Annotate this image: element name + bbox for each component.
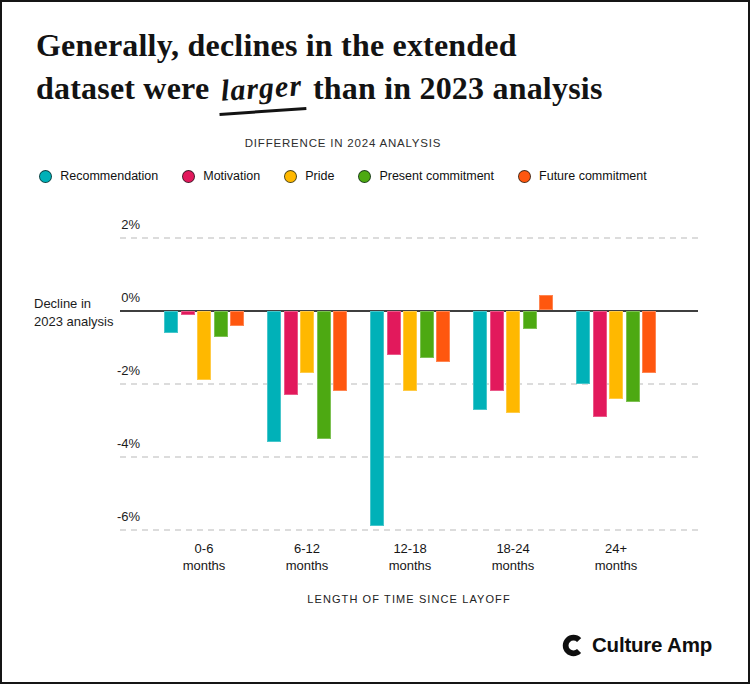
- x-label-unit: months: [159, 557, 249, 574]
- recommendation-bar-6-12-months: [267, 311, 281, 442]
- motivation-bar-0-6-months: [181, 311, 195, 315]
- x-category-label: 18-24months: [468, 540, 558, 574]
- present-commitment-bar-0-6-months: [214, 311, 228, 337]
- future-commitment-bar-18-24-months: [539, 295, 553, 310]
- future-commitment-bar-6-12-months: [333, 311, 347, 391]
- x-label-range: 0-6: [159, 540, 249, 557]
- gridline-2%: [120, 237, 698, 239]
- motivation-bar-12-18-months: [387, 311, 401, 355]
- x-label-range: 24+: [571, 540, 661, 557]
- brand-name: Culture Amp: [592, 633, 712, 657]
- x-axis-title: LENGTH OF TIME SINCE LAYOFF: [120, 593, 698, 605]
- x-category-label: 6-12months: [262, 540, 352, 574]
- x-label-range: 18-24: [468, 540, 558, 557]
- motivation-bar-6-12-months: [284, 311, 298, 395]
- present-commitment-bar-24-months: [626, 311, 640, 402]
- future-commitment-bar-0-6-months: [230, 311, 244, 326]
- gridline--6%: [120, 529, 698, 531]
- motivation-bar-24-months: [593, 311, 607, 417]
- y-tick-label: 0%: [60, 290, 140, 305]
- motivation-bar-18-24-months: [490, 311, 504, 391]
- gridline--4%: [120, 456, 698, 458]
- pride-bar-12-18-months: [403, 311, 417, 391]
- present-commitment-bar-6-12-months: [317, 311, 331, 439]
- y-tick-label: -4%: [60, 436, 140, 451]
- x-category-label: 12-18months: [365, 540, 455, 574]
- pride-bar-24-months: [609, 311, 623, 399]
- x-label-unit: months: [571, 557, 661, 574]
- x-label-range: 6-12: [262, 540, 352, 557]
- future-commitment-bar-24-months: [642, 311, 656, 373]
- x-category-label: 24+months: [571, 540, 661, 574]
- y-tick-label: -6%: [60, 509, 140, 524]
- y-tick-label: 2%: [60, 217, 140, 232]
- y-tick-label: -2%: [60, 363, 140, 378]
- infographic-page: Generally, declines in the extended data…: [0, 0, 750, 684]
- bar-chart: Decline in 2023 analysis LENGTH OF TIME …: [2, 2, 750, 684]
- recommendation-bar-0-6-months: [164, 311, 178, 333]
- pride-bar-0-6-months: [197, 311, 211, 380]
- present-commitment-bar-18-24-months: [523, 311, 537, 329]
- recommendation-bar-18-24-months: [473, 311, 487, 410]
- recommendation-bar-12-18-months: [370, 311, 384, 526]
- x-label-unit: months: [365, 557, 455, 574]
- future-commitment-bar-12-18-months: [436, 311, 450, 362]
- x-label-unit: months: [468, 557, 558, 574]
- brand-footer: Culture Amp: [562, 633, 712, 657]
- recommendation-bar-24-months: [576, 311, 590, 384]
- pride-bar-6-12-months: [300, 311, 314, 373]
- x-label-unit: months: [262, 557, 352, 574]
- x-category-label: 0-6months: [159, 540, 249, 574]
- x-label-range: 12-18: [365, 540, 455, 557]
- present-commitment-bar-12-18-months: [420, 311, 434, 358]
- pride-bar-18-24-months: [506, 311, 520, 413]
- culture-amp-logo-icon: [562, 634, 585, 657]
